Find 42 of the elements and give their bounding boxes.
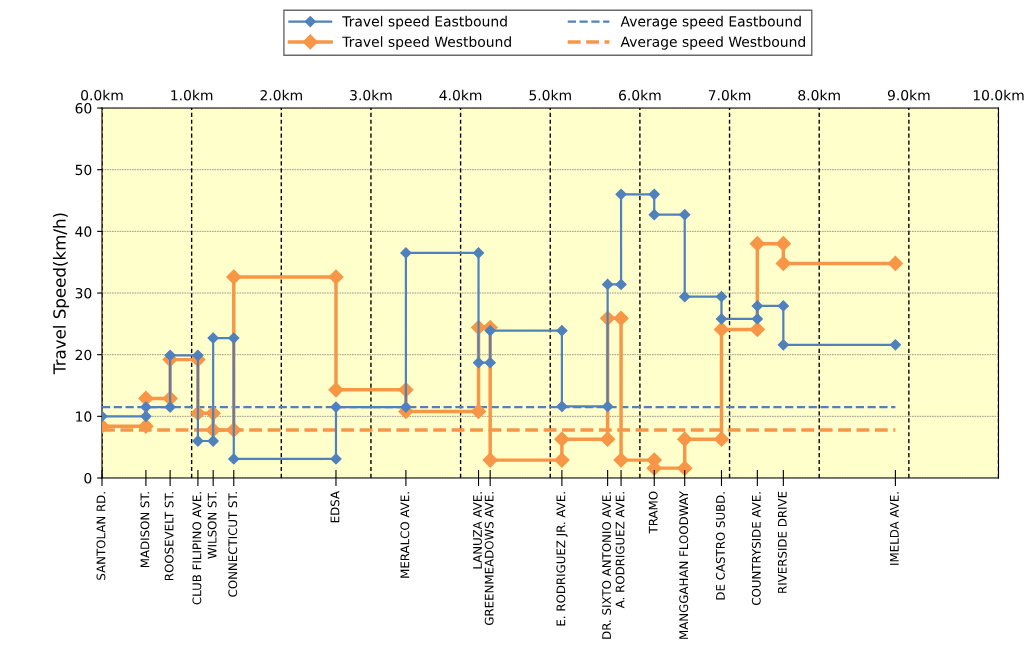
legend-label: Travel speed Eastbound (342, 15, 507, 30)
x-tick-label: 2.0km (260, 89, 302, 101)
y-tick-label: 20 (75, 349, 92, 361)
text: WILSON ST. (207, 492, 217, 559)
y-tick-label: 30 (75, 287, 92, 299)
legend-label: Average speed Westbound (620, 36, 805, 50)
text: CONNECTICUT ST. (228, 492, 238, 597)
x-tick-label: 10.0km (973, 89, 1024, 101)
text: COUNTRYSIDE AVE. (751, 492, 761, 606)
text: ROOSEVELT ST. (164, 492, 174, 581)
legend-label: Average speed Eastbound (620, 15, 801, 30)
x-tick-label: 0.0km (81, 89, 123, 101)
x-tick-label: 6.0km (619, 89, 661, 101)
x-tick-label: 4.0km (439, 89, 482, 101)
y-tick-label: 10 (76, 411, 92, 422)
text: LANUZA AVE. (473, 492, 482, 569)
text: GREENMEADOWS AVE. (484, 492, 494, 626)
x-tick-label: 3.0km (350, 89, 392, 101)
y-tick-label: 60 (75, 103, 92, 114)
x-tick-label: 8.0km (798, 89, 840, 101)
text: SANTOLAN RD. (96, 492, 106, 580)
text: CLUB FILIPINO AVE. (192, 492, 202, 605)
text: RIVERSIDE DRIVE (777, 491, 787, 593)
legend-label: Travel speed Westbound (342, 36, 511, 50)
text: TRAMO (648, 491, 658, 534)
text: A. RODRIGUEZ AVE. (615, 492, 625, 609)
text: MERALCO AVE. (400, 492, 410, 578)
y-axis-title: Travel Speed(km/h) (52, 213, 70, 375)
x-tick-label: 1.0km (171, 89, 213, 101)
y-tick-label: 0 (84, 472, 92, 484)
text: DR. SIXTO ANTONIO AVE. (602, 492, 612, 639)
text: IMELDA AVE. (890, 492, 899, 565)
x-tick-label: 9.0km (887, 89, 930, 101)
text: DE CASTRO SUBD. (715, 492, 725, 600)
y-tick-label: 50 (75, 164, 92, 176)
text: MADISON ST. (140, 492, 150, 568)
x-tick-label: 7.0km (708, 89, 751, 101)
x-tick-label: 5.0km (529, 89, 571, 101)
text: MANGGAHAN FLOODWAY (679, 490, 689, 639)
y-tick-label: 40 (75, 226, 92, 237)
text: EDSA (330, 491, 340, 523)
text: E. RODRIGUEZ JR. AVE. (556, 492, 568, 626)
